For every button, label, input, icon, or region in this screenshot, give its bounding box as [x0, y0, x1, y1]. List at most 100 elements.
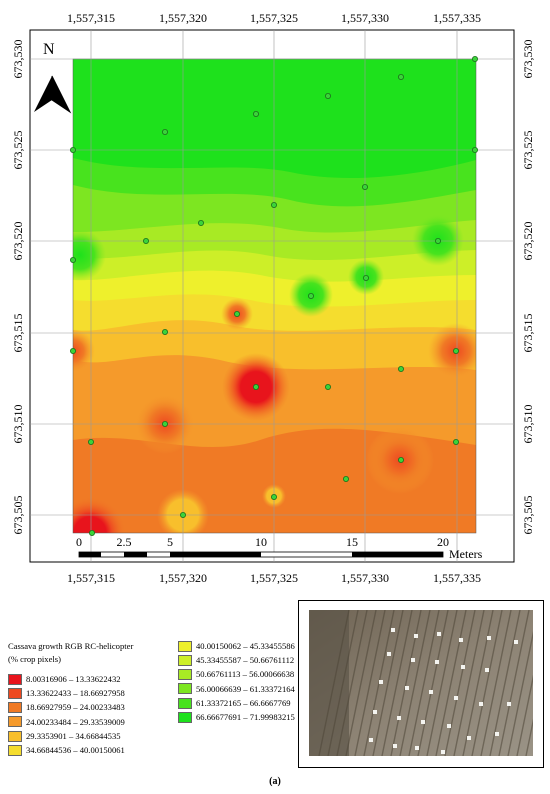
sample-point — [270, 493, 277, 500]
field-marker — [393, 744, 397, 748]
legend-label: 18.66927959 – 24.00233483 — [26, 702, 125, 713]
field-marker — [429, 690, 433, 694]
sample-point — [397, 365, 404, 372]
field-marker — [454, 696, 458, 700]
x-tick-label: 1,557,315 — [67, 571, 115, 585]
sample-point — [89, 530, 96, 537]
legend-swatch — [178, 669, 192, 681]
legend-label: 56.00066639 – 61.33372164 — [196, 683, 295, 694]
field-marker — [495, 732, 499, 736]
legend-swatch — [8, 744, 22, 756]
field-marker — [373, 710, 377, 714]
y-tick-label: 673,510 — [521, 405, 535, 444]
field-marker — [507, 702, 511, 706]
sample-point — [161, 328, 168, 335]
y-tick-labels-left: 673,530 673,525 673,520 673,515 673,510 … — [11, 40, 25, 535]
sample-point — [342, 475, 349, 482]
sample-point — [70, 347, 77, 354]
field-marker — [479, 702, 483, 706]
sample-point — [434, 237, 441, 244]
sample-point — [362, 274, 369, 281]
field-marker — [421, 720, 425, 724]
legend-item: 24.00233484 – 29.33539009 — [8, 716, 125, 729]
y-tick-label: 673,520 — [11, 222, 25, 261]
legend-label: 40.00150062 – 45.33455586 — [196, 641, 295, 651]
legend-label: 45.33455587 – 50.66761112 — [196, 655, 295, 666]
legend-item: 50.66761113 – 56.00066638 — [178, 668, 294, 681]
figure-caption: (a) — [269, 776, 281, 787]
legend-label: 13.33622433 – 18.66927958 — [26, 688, 125, 699]
field-marker — [387, 652, 391, 656]
field-marker — [435, 660, 439, 664]
sample-point — [452, 438, 459, 445]
legend-swatch — [8, 730, 22, 742]
field-marker — [459, 638, 463, 642]
legend-label: 34.66844536 – 40.00150061 — [26, 745, 125, 755]
sample-point — [179, 512, 186, 519]
y-tick-label: 673,530 — [11, 40, 25, 79]
interpolated-surface — [73, 59, 476, 533]
sample-point — [88, 438, 95, 445]
legend-item: 34.66844536 – 40.00150061 — [8, 744, 125, 757]
legend-label: 50.66761113 – 56.00066638 — [196, 669, 295, 680]
legend-item: 13.33622433 – 18.66927958 — [8, 687, 125, 700]
sample-points — [70, 56, 478, 537]
legend-item: 40.00150062 – 45.33455586 — [178, 640, 295, 653]
legend-swatch — [8, 673, 22, 685]
x-tick-label: 1,557,320 — [159, 11, 207, 25]
sample-point — [252, 111, 259, 118]
scale-label: 5 — [167, 535, 173, 549]
field-marker — [441, 750, 445, 754]
x-tick-label: 1,557,325 — [250, 571, 298, 585]
scale-label: 10 — [255, 535, 267, 549]
legend-item: 8.00316906 – 13.33622432 — [8, 673, 121, 686]
y-tick-label: 673,525 — [521, 131, 535, 170]
y-tick-labels-right: 673,530 673,525 673,520 673,515 673,510 … — [521, 40, 535, 535]
y-tick-label: 673,520 — [521, 222, 535, 261]
field-marker — [379, 680, 383, 684]
legend-label: 24.00233484 – 29.33539009 — [26, 716, 125, 727]
sample-point — [452, 347, 459, 354]
field-marker — [461, 665, 465, 669]
sample-point — [471, 56, 478, 63]
field-marker — [415, 746, 419, 750]
legend-swatch — [8, 687, 22, 699]
y-tick-label: 673,510 — [11, 405, 25, 444]
legend-swatch — [178, 697, 192, 709]
sample-point — [70, 256, 77, 263]
sample-point — [161, 128, 168, 135]
graticule — [30, 30, 514, 562]
legend-label: 66.66677691 – 71.99983215 — [196, 712, 295, 722]
field-marker — [414, 634, 418, 638]
sample-point — [397, 74, 404, 81]
legend-swatch — [8, 716, 22, 728]
sample-point — [161, 420, 168, 427]
field-marker — [485, 668, 489, 672]
scale-bar: 0 2.5 5 10 15 20 Meters — [76, 535, 483, 561]
legend-item: 18.66927959 – 24.00233483 — [8, 701, 125, 714]
sample-point — [197, 219, 204, 226]
sample-point — [471, 146, 478, 153]
legend-label: 8.00316906 – 13.33622432 — [26, 674, 121, 684]
x-tick-labels-bottom: 1,557,315 1,557,320 1,557,325 1,557,330 … — [67, 571, 481, 585]
legend-item: 66.66677691 – 71.99983215 — [178, 711, 295, 724]
y-tick-label: 673,505 — [521, 496, 535, 535]
legend-item: 45.33455587 – 50.66761112 — [178, 654, 294, 667]
y-tick-label: 673,530 — [521, 40, 535, 79]
field-marker — [411, 658, 415, 662]
legend-title: Cassava growth RGB RC-helicopter — [8, 641, 134, 651]
y-tick-label: 673,515 — [521, 314, 535, 353]
legend-swatch — [178, 640, 192, 652]
legend: Cassava growth RGB RC-helicopter (% crop… — [8, 640, 295, 760]
legend-subtitle: (% crop pixels) — [8, 654, 61, 664]
x-tick-label: 1,557,330 — [341, 571, 389, 585]
legend-swatch — [178, 654, 192, 666]
field-aerial-image — [309, 610, 533, 756]
north-arrow: N — [34, 41, 72, 114]
field-marker — [447, 724, 451, 728]
legend-item: 29.3353901 – 34.66844535 — [8, 730, 121, 743]
x-tick-label: 1,557,330 — [341, 11, 389, 25]
x-tick-label: 1,557,325 — [250, 11, 298, 25]
x-tick-label: 1,557,320 — [159, 571, 207, 585]
